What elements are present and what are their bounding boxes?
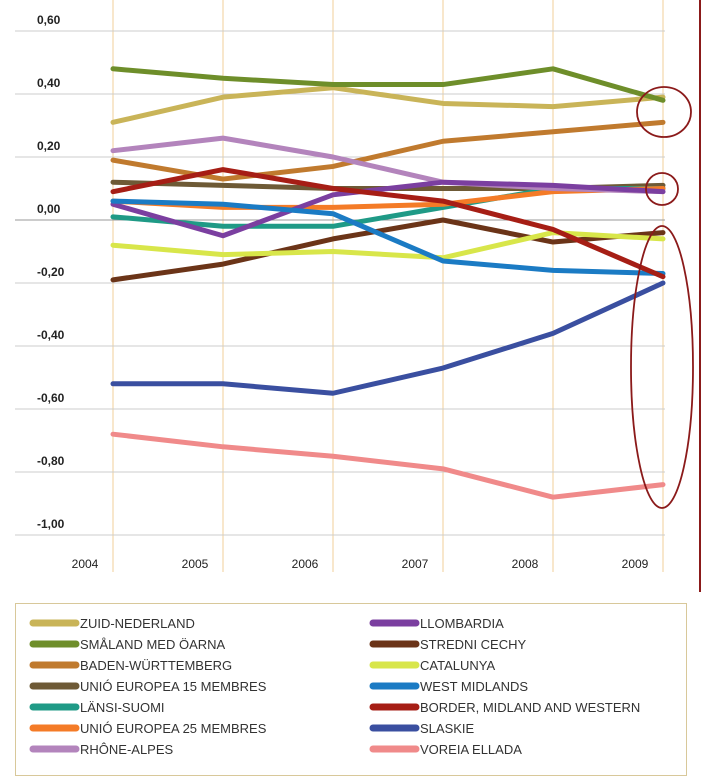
- y-tick-label: 0,60: [37, 13, 61, 27]
- legend-label: UNIÓ EUROPEA 15 MEMBRES: [80, 679, 267, 694]
- y-tick-label: 0,00: [37, 202, 61, 216]
- series-line: [110, 135, 666, 195]
- y-tick-label: -1,00: [37, 517, 65, 531]
- y-tick-label: -0,20: [37, 265, 65, 279]
- legend-label: VOREIA ELLADA: [420, 742, 522, 757]
- legend-label: BADEN-WÜRTTEMBERG: [80, 658, 232, 673]
- series-line: [110, 431, 666, 500]
- x-tick-label: 2009: [622, 557, 649, 571]
- highlight-circle: [645, 172, 679, 206]
- x-tick-label: 2004: [72, 557, 99, 571]
- legend-label: SLASKIE: [420, 721, 475, 736]
- y-tick-label: -0,80: [37, 454, 65, 468]
- series-line: [110, 119, 666, 182]
- legend-label: SMÅLAND MED ÖARNA: [80, 637, 226, 652]
- x-tick-label: 2006: [292, 557, 319, 571]
- legend-label: WEST MIDLANDS: [420, 679, 528, 694]
- legend-label: STREDNI CECHY: [420, 637, 527, 652]
- series-line: [110, 179, 666, 239]
- highlight-ellipse: [630, 225, 694, 509]
- x-tick-label: 2007: [402, 557, 429, 571]
- x-tick-label: 2005: [182, 557, 209, 571]
- series-line: [110, 198, 666, 277]
- legend-label: ZUID-NEDERLAND: [80, 616, 195, 631]
- plot-area: 2004 2005 2006 2007 2008 2009 0,60 0,40 0,20 0,00…: [15, 0, 666, 572]
- y-tick-label: -0,60: [37, 391, 65, 405]
- series-line: [110, 217, 666, 283]
- annotations: [630, 86, 694, 509]
- legend-label: UNIÓ EUROPEA 25 MEMBRES: [80, 721, 267, 736]
- x-tick-label: 2008: [512, 557, 539, 571]
- legend-label: LLOMBARDIA: [420, 616, 504, 631]
- series-line: [110, 230, 666, 261]
- legend-label: BORDER, MIDLAND AND WESTERN: [420, 700, 640, 715]
- series-line: [110, 280, 666, 396]
- legend-label: LÄNSI-SUOMI: [80, 700, 165, 715]
- legend-label: CATALUNYA: [420, 658, 495, 673]
- y-tick-label: -0,40: [37, 328, 65, 342]
- series-line: [110, 66, 666, 103]
- y-tick-label: 0,40: [37, 76, 61, 90]
- y-tick-label: 0,20: [37, 139, 61, 153]
- highlight-circle: [636, 86, 692, 138]
- legend-label: RHÔNE-ALPES: [80, 742, 174, 757]
- series-line: [110, 85, 666, 125]
- series-line: [110, 167, 666, 280]
